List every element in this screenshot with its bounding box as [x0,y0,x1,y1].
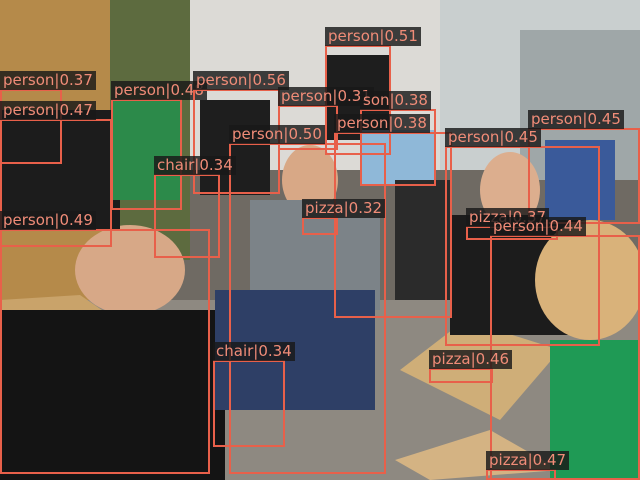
detection-box-person-4: person|0.56 [193,71,289,194]
detection-box-person-10: person|0.45 [528,110,640,224]
detection-box-person-9: person|0.38 [334,114,452,318]
detection-box-person-3: person|0.48 [111,81,207,210]
detection-box-chair-1: chair|0.34 [154,156,236,258]
detection-label: person|0.49 [0,211,96,230]
detection-box-person-12: person|0.44 [490,217,640,480]
detection-label: chair|0.34 [154,156,236,175]
detection-label: person|0.44 [490,217,586,236]
detection-box-person-2: person|0.37 [0,71,96,164]
detection-label: chair|0.34 [213,342,295,361]
detection-label: person|0.48 [111,81,207,100]
detection-label: person|0.38 [334,114,430,133]
detection-label: pizza|0.46 [429,350,513,369]
detection-label: pizza|0.47 [486,451,570,470]
detection-box-person-6: son|0.38 [360,91,436,186]
detection-label: person|0.37 [0,71,96,90]
detection-box-person-13: person|0.49 [0,211,210,474]
detection-box-person-7: person|0.47 [0,101,112,247]
detection-label: pizza|0.32 [302,199,386,218]
detection-box-person-11: person|0.45 [445,128,600,346]
detection-box-pizza-3: pizza|0.46 [429,350,513,383]
detection-label: person|0.50 [229,125,325,144]
detection-label: person|0.45 [528,110,624,129]
detection-label: person|0.56 [193,71,289,90]
detection-label: person|0.31 [278,87,374,106]
detection-box-person-8: person|0.50 [229,125,386,474]
detection-label: person|0.45 [445,128,541,147]
detection-label: person|0.47 [0,101,96,120]
detection-box-person-5: person|0.31 [278,87,374,150]
detection-box-pizza-1: pizza|0.32 [302,199,386,235]
detection-box-chair-2: chair|0.34 [213,342,295,447]
detection-box-pizza-4: pizza|0.47 [486,451,570,480]
detection-label: person|0.51 [325,27,421,46]
detection-label: son|0.38 [360,91,431,110]
